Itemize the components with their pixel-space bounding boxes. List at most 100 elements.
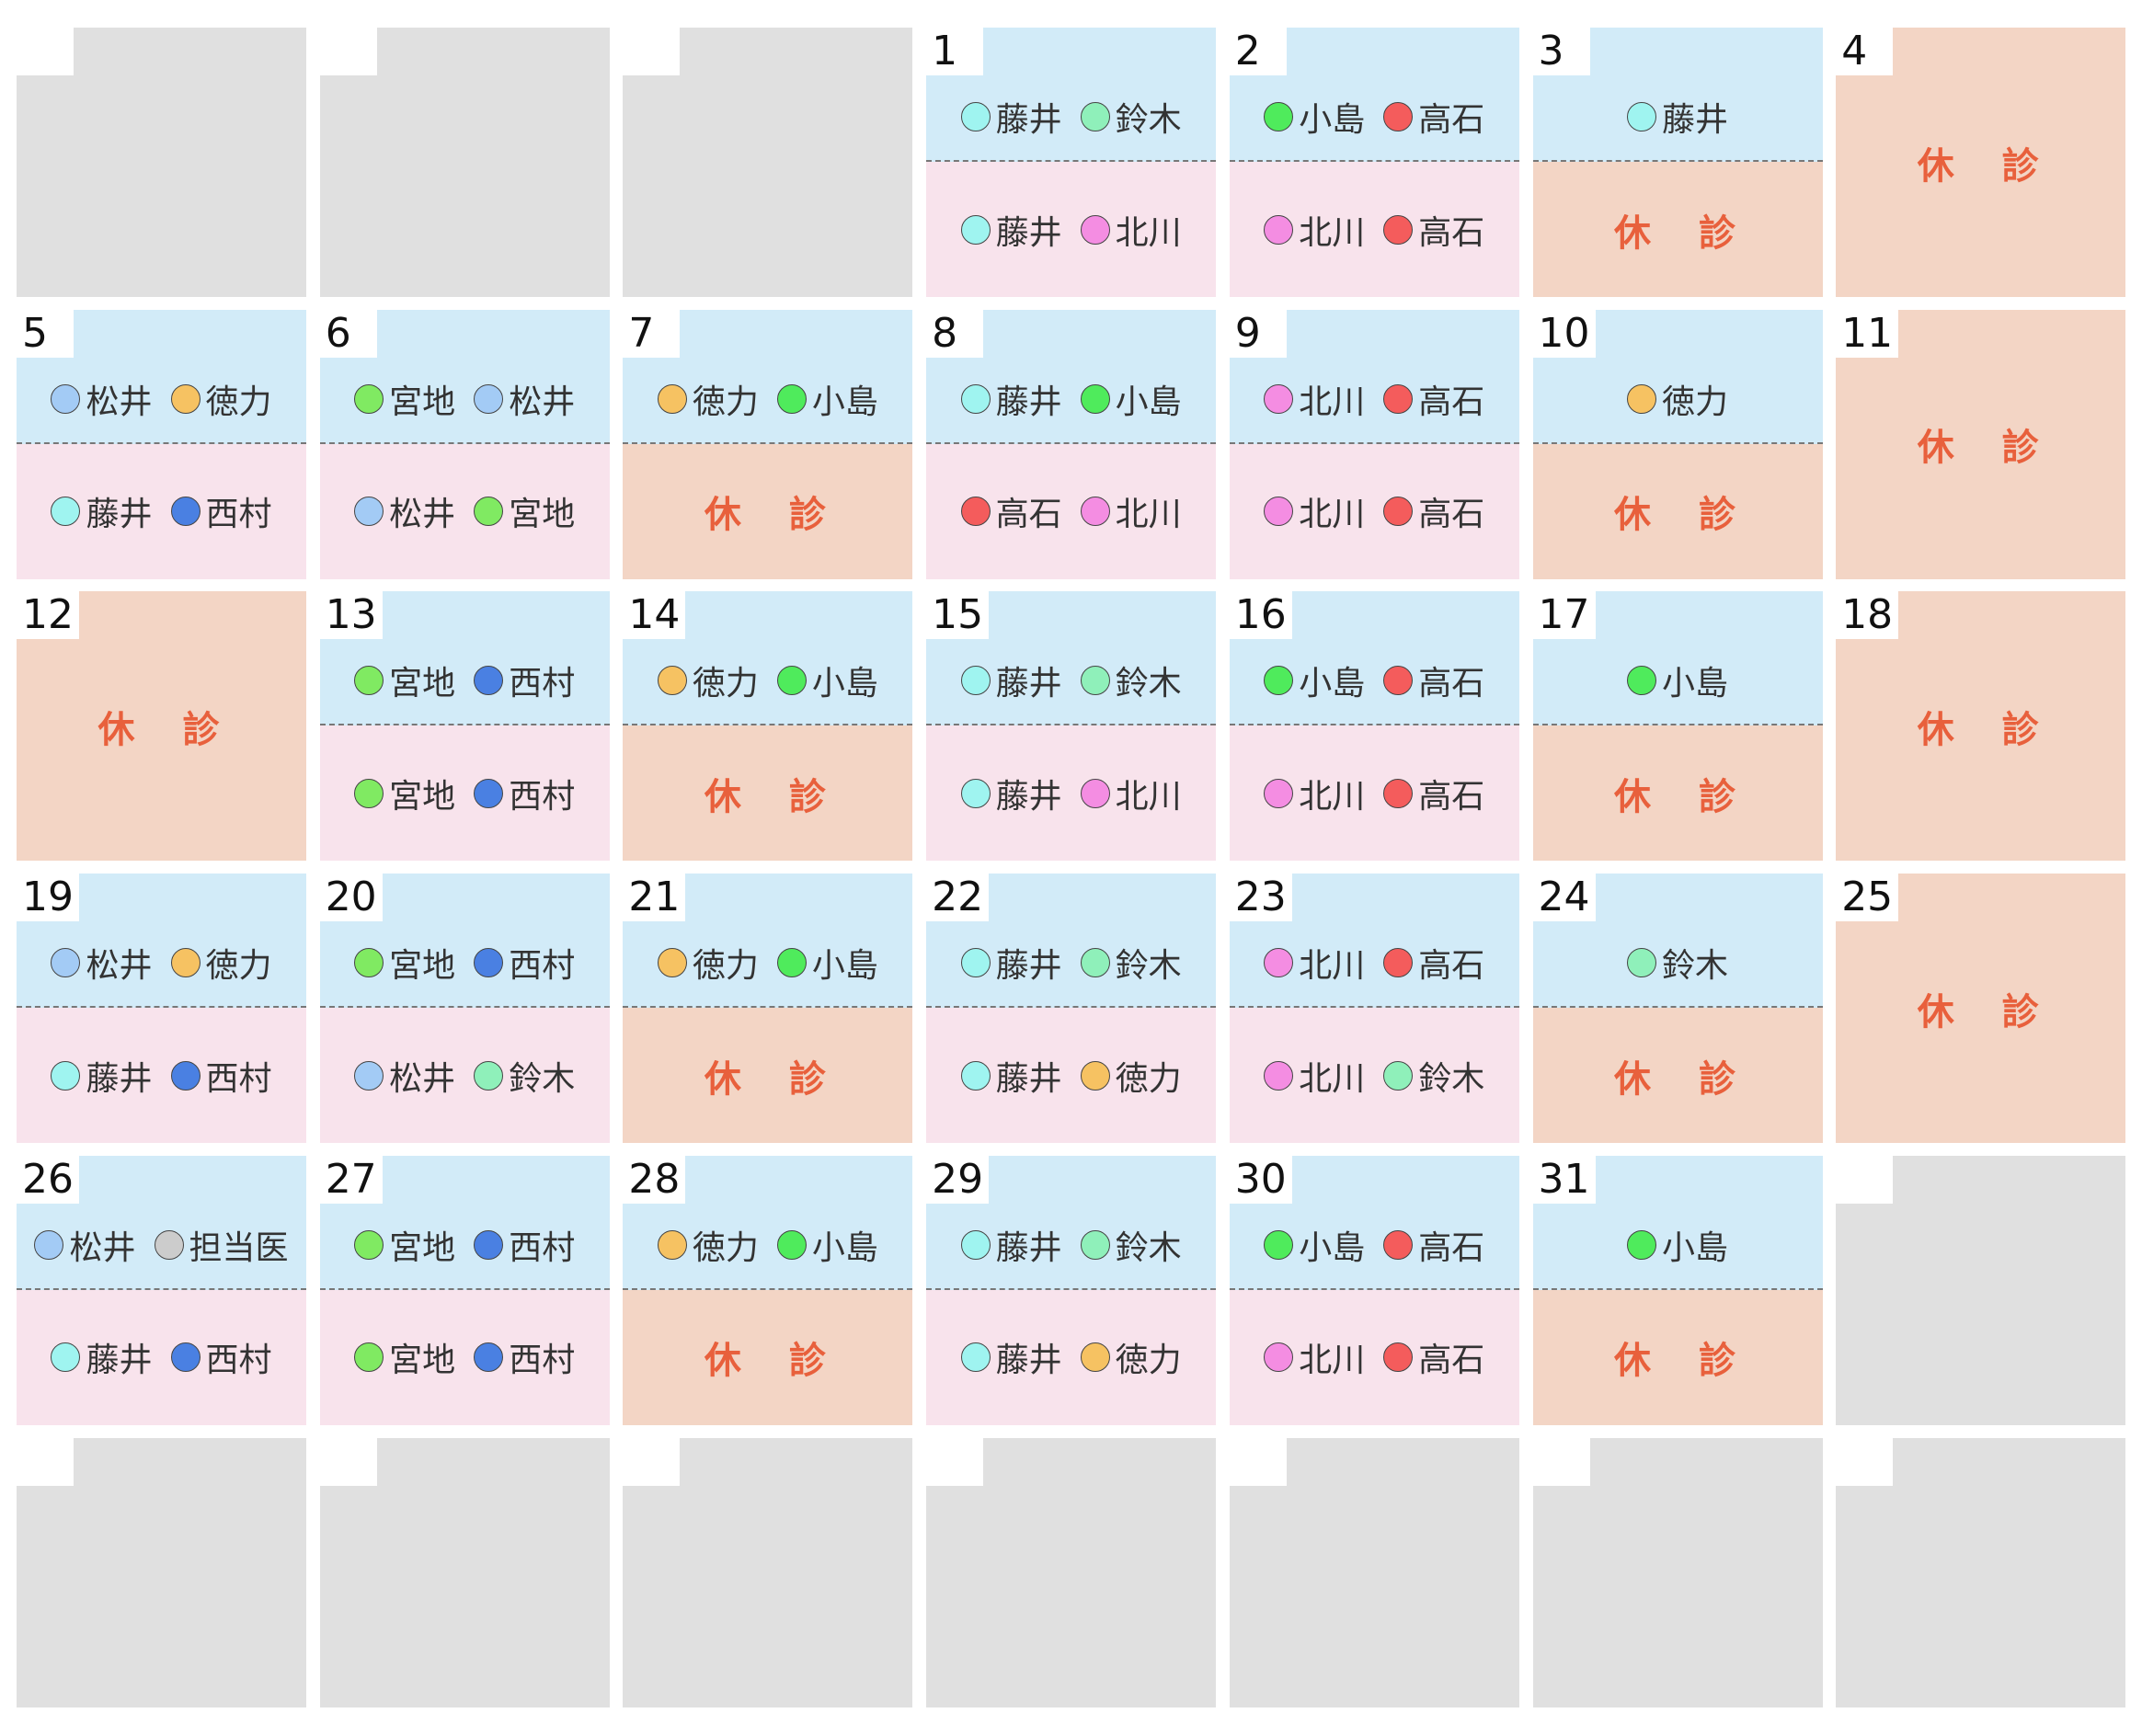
day-number: 15 [926,591,990,640]
doctor: 宮地 [474,487,575,535]
day-number: 22 [926,874,990,922]
doctor: 北川 [1080,770,1182,817]
doctor: 北川 [1264,939,1365,987]
doctor-color [354,666,384,696]
doctor: 藤井 [960,770,1062,817]
doctor-name: 徳力 [692,383,759,421]
day-cell: 24 鈴木休 診 [1532,874,1823,1144]
afternoon-session: 休 診 [1532,725,1823,862]
doctor-name: 西村 [509,947,576,986]
doctor: 宮地 [354,657,455,704]
afternoon-session: 休 診 [1532,162,1823,297]
doctor-color [1264,1342,1294,1373]
day-number: 24 [1532,874,1596,922]
doctor: 松井 [51,375,153,423]
afternoon-session: 北川 高石 [1229,725,1519,862]
day-cell: 28 徳力 小島休 診 [623,1155,913,1425]
day-number: 19 [17,874,79,922]
doctor-name: 藤井 [86,1342,153,1380]
doctor: 北川 [1080,206,1182,254]
doctor-color [51,1342,81,1373]
doctor-color [1626,948,1656,978]
day-cell: 14 徳力 小島休 診 [623,591,913,862]
day-cell: 11 休 診 [1836,309,2126,579]
doctor: 徳力 [657,939,759,987]
notch [17,28,74,75]
doctor-name: 担当医 [189,1228,289,1267]
doctor-name: 徳力 [1661,383,1728,421]
day-number: 2 [1229,28,1287,75]
doctor: 北川 [1080,487,1182,535]
doctor-name: 小島 [1299,665,1366,703]
day-cell: 9 北川 高石 北川 高石 [1229,309,1519,579]
doctor-color [1626,383,1656,414]
doctor-name: 小島 [811,383,878,421]
doctor: 小島 [776,1221,878,1269]
doctor-name: 北川 [1299,1059,1366,1098]
doctor-color [1080,1229,1110,1260]
empty-cell [1836,1437,2126,1707]
doctor-color [1080,1060,1110,1091]
afternoon-session: 北川 鈴木 [1229,1008,1519,1144]
empty-cell [1836,1155,2126,1425]
afternoon-session: 藤井 徳力 [926,1289,1217,1425]
doctor-color [1383,102,1414,131]
afternoon-session: 北川 高石 [1229,1289,1519,1425]
day-cell: 22 藤井 鈴木 藤井 徳力 [926,874,1217,1144]
doctor-color [354,948,384,978]
closed-label: 休 診 [704,775,831,818]
day-cell: 30 小島 高石 北川 高石 [1229,1155,1519,1425]
doctor-name: 藤井 [995,947,1062,986]
doctor-color [1383,1060,1414,1091]
afternoon-session: 松井 宮地 [319,443,610,579]
doctor: 徳力 [657,375,759,423]
afternoon-session: 休 診 [1532,443,1823,579]
empty-cell [319,28,610,297]
doctor-name: 宮地 [509,496,576,534]
closed-label: 休 診 [1917,144,2045,188]
notch [926,1437,984,1486]
doctor-name: 松井 [509,383,576,421]
day-number: 6 [319,309,377,358]
afternoon-session: 休 診 [623,1289,913,1425]
day-number: 8 [926,309,984,358]
doctor: 鈴木 [1626,939,1728,987]
empty-cell [1229,1437,1519,1707]
notch [1532,1437,1590,1486]
doctor: 北川 [1264,206,1365,254]
day-cell: 3 藤井休 診 [1532,28,1823,297]
doctor-name: 鈴木 [1115,101,1182,139]
doctor-name: 藤井 [995,1342,1062,1380]
doctor-name: 松井 [389,1059,456,1098]
doctor-color [960,948,991,978]
day-number: 7 [623,309,681,358]
day-number: 28 [623,1155,686,1204]
doctor-color [354,383,384,414]
doctor-name: 高石 [1418,947,1485,986]
day-number: 9 [1229,309,1287,358]
closed-label: 休 診 [704,1340,831,1383]
day-number: 23 [1229,874,1292,922]
doctor-name: 鈴木 [509,1059,576,1098]
doctor: 宮地 [354,770,455,817]
doctor-name: 鈴木 [1115,947,1182,986]
doctor-color [1383,1342,1414,1373]
doctor: 藤井 [960,657,1062,704]
doctor-name: 徳力 [205,383,272,421]
doctor-name: 高石 [995,496,1062,534]
morning-session: 宮地 松井 [319,309,610,444]
doctor-name: 北川 [1299,213,1366,252]
doctor: 松井 [354,1052,455,1100]
doctor-name: 西村 [205,1059,272,1098]
doctor: 徳力 [170,375,272,423]
notch [623,28,681,75]
doctor-color [170,497,200,527]
day-number: 1 [926,28,984,75]
doctor-name: 藤井 [1661,101,1728,139]
doctor-name: 北川 [1115,213,1182,252]
doctor-color [960,383,991,414]
morning-session: 藤井 鈴木 [926,28,1217,162]
afternoon-session: 藤井 西村 [17,1289,306,1425]
doctor-color [1383,214,1414,245]
doctor: 松井 [474,375,575,423]
